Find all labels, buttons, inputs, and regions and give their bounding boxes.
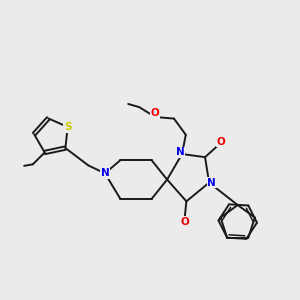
Text: N: N — [176, 148, 185, 158]
Text: N: N — [207, 178, 216, 188]
Text: N: N — [100, 168, 109, 178]
Text: O: O — [151, 108, 160, 118]
Text: methoxy: methoxy — [138, 100, 144, 101]
Text: S: S — [64, 122, 71, 132]
Text: O: O — [181, 217, 189, 227]
Text: O: O — [216, 136, 225, 147]
